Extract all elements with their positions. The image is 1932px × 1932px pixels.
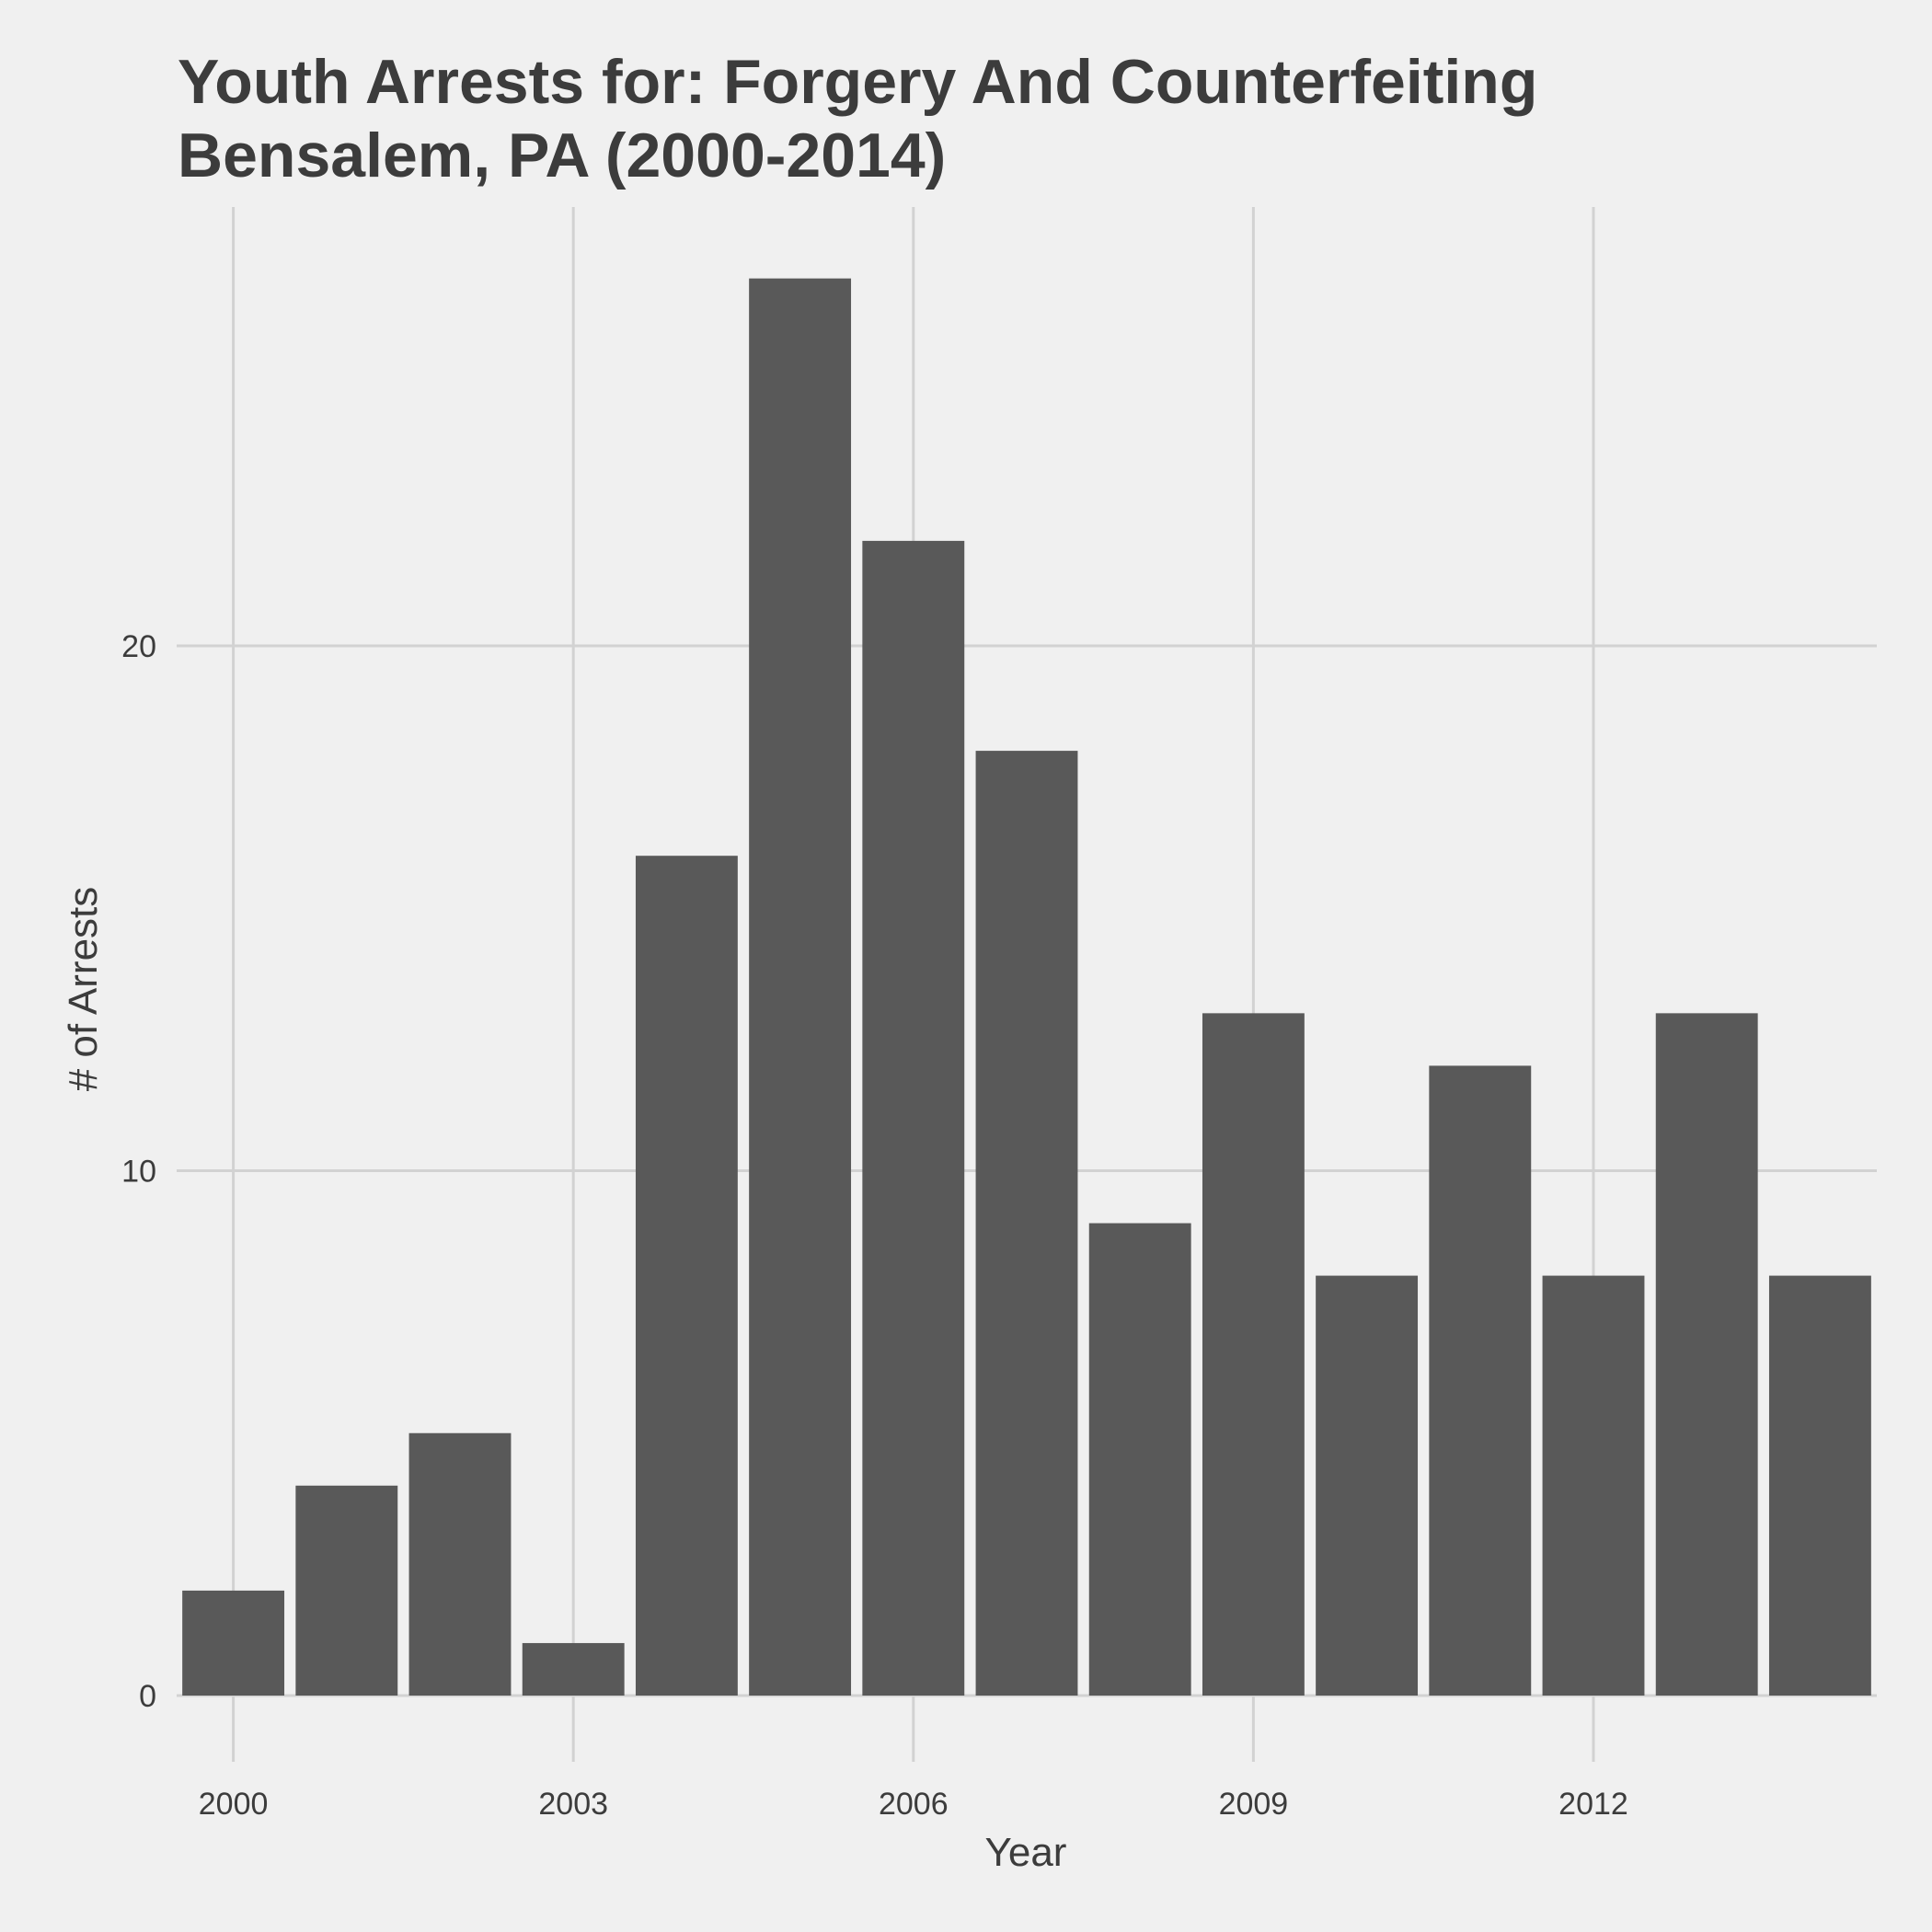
bar-2011 bbox=[1429, 1065, 1532, 1696]
bar-2002 bbox=[408, 1432, 512, 1696]
bars bbox=[182, 278, 1871, 1696]
bar-2004 bbox=[635, 856, 738, 1696]
bar-2007 bbox=[975, 751, 1078, 1696]
bar-2013 bbox=[1655, 1013, 1758, 1696]
bar-2010 bbox=[1316, 1275, 1419, 1696]
chart-title-line-2: Bensalem, PA (2000-2014) bbox=[178, 121, 947, 190]
bar-2001 bbox=[295, 1485, 398, 1696]
x-tick-label: 2012 bbox=[1558, 1787, 1628, 1822]
x-tick-label: 2000 bbox=[199, 1787, 269, 1822]
x-tick-label: 2003 bbox=[538, 1787, 608, 1822]
bar-2012 bbox=[1542, 1275, 1645, 1696]
bar-2009 bbox=[1202, 1013, 1305, 1696]
bar-2000 bbox=[182, 1590, 285, 1696]
y-axis-label: # of Arrests bbox=[61, 887, 106, 1092]
tick-labels: 2000 2003 2006 2009 2012 0 10 20 bbox=[121, 629, 1628, 1822]
y-tick-label: 0 bbox=[139, 1679, 156, 1714]
x-tick-label: 2006 bbox=[879, 1787, 949, 1822]
bar-2008 bbox=[1088, 1223, 1191, 1696]
bar-2014 bbox=[1768, 1275, 1871, 1696]
x-axis-label: Year bbox=[985, 1830, 1067, 1875]
y-tick-label: 20 bbox=[121, 629, 156, 664]
bar-2003 bbox=[522, 1642, 625, 1696]
chart-title-line-1: Youth Arrests for: Forgery And Counterfe… bbox=[178, 47, 1538, 117]
bar-2005 bbox=[749, 278, 852, 1696]
bar-2006 bbox=[862, 540, 965, 1696]
y-tick-label: 10 bbox=[121, 1155, 156, 1190]
x-tick-label: 2009 bbox=[1219, 1787, 1289, 1822]
